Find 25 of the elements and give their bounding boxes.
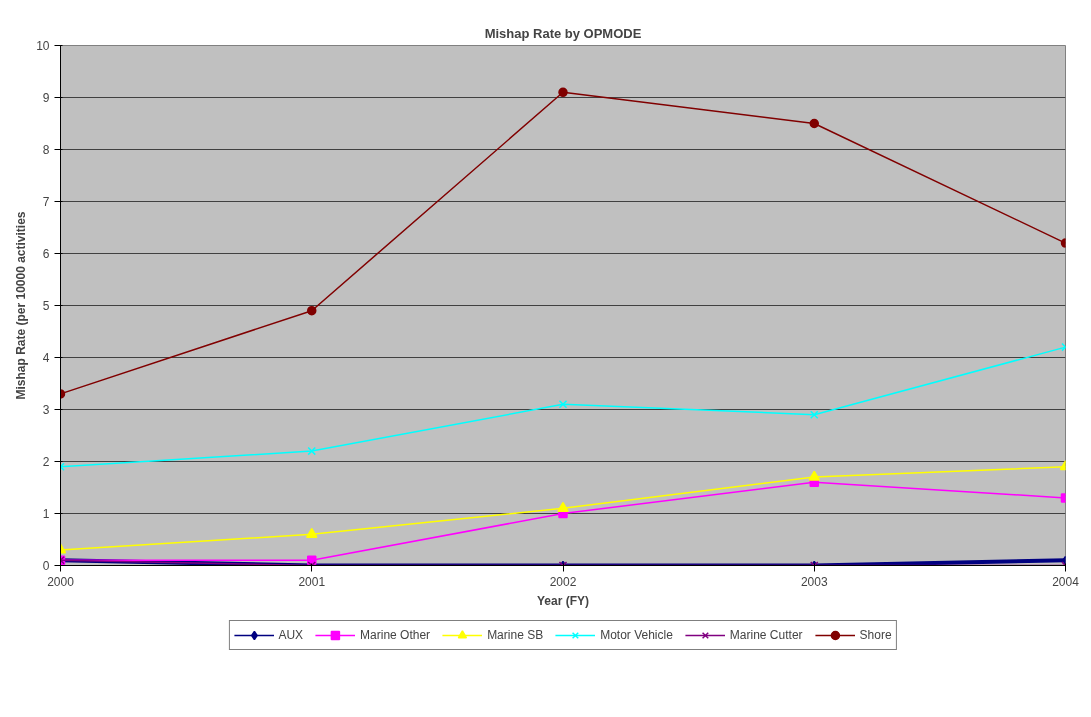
y-tick-label: 6: [42, 247, 50, 261]
legend-label: AUX: [278, 628, 304, 642]
legend-label: Marine Other: [360, 628, 431, 642]
x-tick-label: 2002: [549, 574, 577, 589]
x-axis-title: Year (FY): [536, 593, 590, 608]
y-axis-title: Mishap Rate (per 10000 activities: [14, 211, 29, 400]
legend-label: Shore: [859, 628, 892, 642]
y-tick-label: 7: [42, 195, 50, 209]
y-tick-label: 8: [42, 143, 50, 157]
chart-title: Mishap Rate by OPMODE: [484, 25, 642, 41]
x-tick-label: 2004: [1052, 574, 1080, 589]
y-tick-label: 3: [42, 403, 50, 417]
y-tick-label: 2: [42, 455, 50, 469]
legend-label: Motor Vehicle: [600, 628, 673, 642]
y-tick-label: 0: [42, 559, 50, 573]
x-tick-label: 2003: [800, 574, 828, 589]
y-tick-label: 4: [42, 351, 50, 365]
legend-label: Marine SB: [487, 628, 544, 642]
y-tick-label: 1: [42, 507, 50, 521]
y-tick-label: 9: [42, 91, 50, 105]
x-tick-label: 2001: [298, 574, 326, 589]
x-tick-label: 2000: [47, 574, 75, 589]
legend-label: Marine Cutter: [729, 628, 803, 642]
y-tick-label: 10: [36, 39, 50, 53]
y-tick-label: 5: [42, 299, 50, 313]
